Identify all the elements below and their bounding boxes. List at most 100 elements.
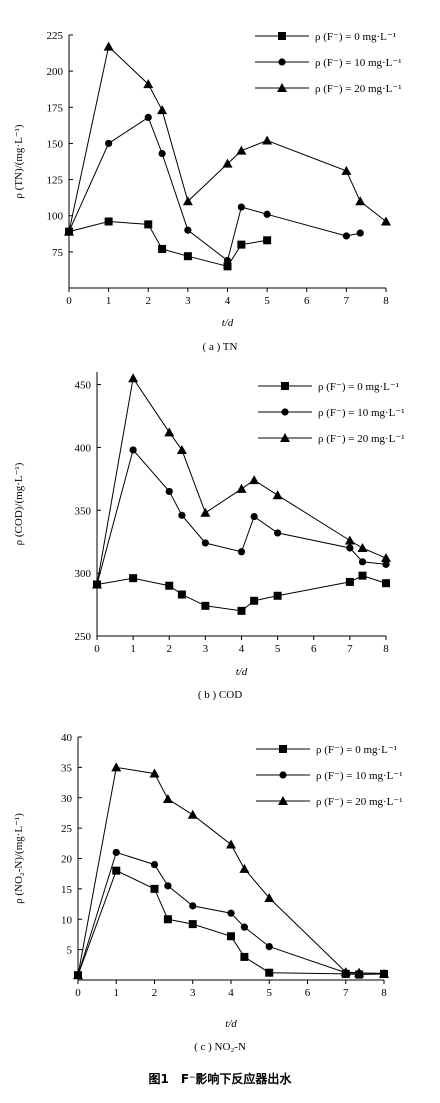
legend-label: ρ (F⁻) = 10 mg·L⁻¹ [316, 770, 403, 782]
data-point [200, 507, 211, 517]
data-point [222, 158, 233, 168]
data-point [183, 252, 192, 261]
data-point [358, 558, 367, 566]
data-point [184, 226, 192, 234]
data-point [144, 220, 153, 229]
x-tick-label: 5 [264, 295, 270, 307]
data-point [273, 591, 282, 600]
y-tick-label: 350 [75, 505, 92, 517]
data-point [176, 444, 187, 454]
x-tick-label: 7 [343, 987, 349, 999]
data-point [227, 932, 235, 941]
legend-label: ρ (F⁻) = 20 mg·L⁻¹ [315, 83, 402, 95]
data-point [178, 511, 186, 519]
data-point [64, 226, 74, 236]
y-tick-label: 300 [75, 568, 92, 580]
y-tick-label: 250 [75, 631, 92, 643]
legend-label: ρ (F⁻) = 0 mg·L⁻¹ [315, 31, 396, 43]
data-point [236, 483, 247, 493]
y-tick-label: 400 [75, 442, 92, 454]
y-tick-label: 100 [47, 211, 64, 223]
data-point [264, 892, 275, 902]
y-tick-label: 450 [75, 380, 92, 392]
data-point [177, 590, 186, 599]
data-point [272, 490, 283, 500]
data-point [358, 571, 367, 580]
data-point [158, 244, 167, 253]
panel-caption: ( c ) NO₂-N [194, 1041, 246, 1053]
data-point [162, 793, 173, 803]
data-point [346, 544, 354, 552]
x-tick-label: 0 [66, 295, 72, 307]
x-tick-label: 1 [114, 987, 120, 999]
legend-marker [279, 745, 287, 753]
data-point [143, 79, 154, 89]
legend-marker [280, 433, 290, 442]
x-tick-label: 1 [106, 295, 112, 307]
x-tick-label: 4 [239, 643, 245, 655]
data-point [227, 909, 235, 917]
data-point [237, 606, 246, 615]
legend-marker [278, 796, 288, 805]
legend-label: ρ (F⁻) = 20 mg·L⁻¹ [316, 796, 403, 808]
legend-label: ρ (F⁻) = 10 mg·L⁻¹ [315, 57, 402, 69]
data-point [356, 229, 364, 237]
x-tick-label: 6 [304, 295, 310, 307]
data-point [129, 574, 138, 583]
data-point [250, 512, 258, 521]
data-point [379, 968, 389, 978]
data-point [144, 113, 152, 122]
legend-label: ρ (F⁻) = 20 mg·L⁻¹ [318, 433, 405, 445]
legend-marker [279, 771, 287, 779]
data-point [265, 942, 273, 951]
x-tick-label: 2 [167, 643, 173, 655]
data-point [111, 762, 122, 772]
data-point [112, 848, 120, 857]
data-point [158, 149, 166, 158]
x-tick-label: 7 [347, 643, 353, 655]
data-point [201, 601, 210, 610]
data-point [189, 902, 197, 910]
data-point [344, 535, 355, 545]
figure-caption: 图1 F⁻影响下反应器出水 [149, 1071, 293, 1086]
data-point [239, 863, 250, 873]
legend-label: ρ (F⁻) = 0 mg·L⁻¹ [316, 744, 397, 756]
y-tick-label: 20 [61, 854, 73, 866]
panel-caption: ( a ) TN [203, 341, 238, 353]
data-point [263, 236, 272, 245]
data-point [341, 165, 352, 175]
data-point [340, 967, 351, 977]
data-point [240, 923, 248, 931]
legend-marker [281, 408, 289, 416]
x-tick-label: 6 [305, 987, 311, 999]
x-tick-label: 5 [275, 643, 281, 655]
y-axis-label: ρ (TN)/(mg·L⁻¹) [13, 124, 25, 198]
data-point [382, 579, 390, 588]
data-point [249, 475, 260, 485]
data-point [104, 217, 113, 226]
data-point [354, 967, 365, 977]
data-point [188, 920, 197, 929]
x-tick-label: 0 [94, 643, 100, 655]
data-point [201, 539, 209, 547]
data-point [237, 203, 245, 211]
data-point [381, 216, 391, 226]
data-point [381, 553, 391, 563]
data-point [355, 196, 366, 206]
data-point [262, 135, 273, 145]
y-tick-label: 35 [61, 762, 73, 774]
data-point [112, 866, 121, 875]
data-point [129, 446, 137, 454]
x-tick-label: 8 [383, 643, 389, 655]
legend-marker [278, 32, 286, 40]
data-point [165, 581, 174, 590]
data-point [237, 548, 246, 556]
data-point [150, 884, 159, 893]
data-point [236, 145, 247, 155]
y-tick-label: 200 [47, 66, 64, 78]
x-tick-label: 4 [228, 987, 234, 999]
series-line-1 [96, 575, 387, 612]
data-point [150, 860, 159, 869]
